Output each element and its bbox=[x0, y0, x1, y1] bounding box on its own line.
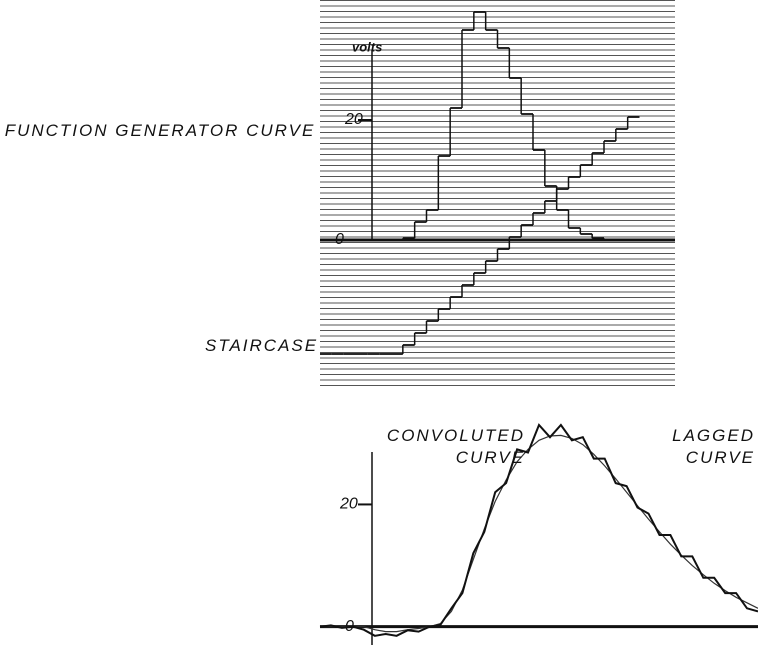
figure: 020volts020 FUNCTION GENERATOR CURVESTAI… bbox=[0, 0, 758, 646]
series-label: STAIRCASE bbox=[205, 335, 405, 357]
y-axis-label: volts bbox=[352, 39, 382, 54]
y-tick-label: 20 bbox=[344, 111, 363, 128]
y-tick-label: 20 bbox=[339, 496, 358, 513]
figure-svg: 020volts020 bbox=[0, 0, 758, 646]
series-label: LAGGED CURVE bbox=[615, 425, 755, 469]
series-label: FUNCTION GENERATOR CURVE bbox=[0, 120, 320, 142]
chart-paper bbox=[320, 0, 675, 390]
series-label: CONVOLUTED CURVE bbox=[325, 425, 525, 469]
